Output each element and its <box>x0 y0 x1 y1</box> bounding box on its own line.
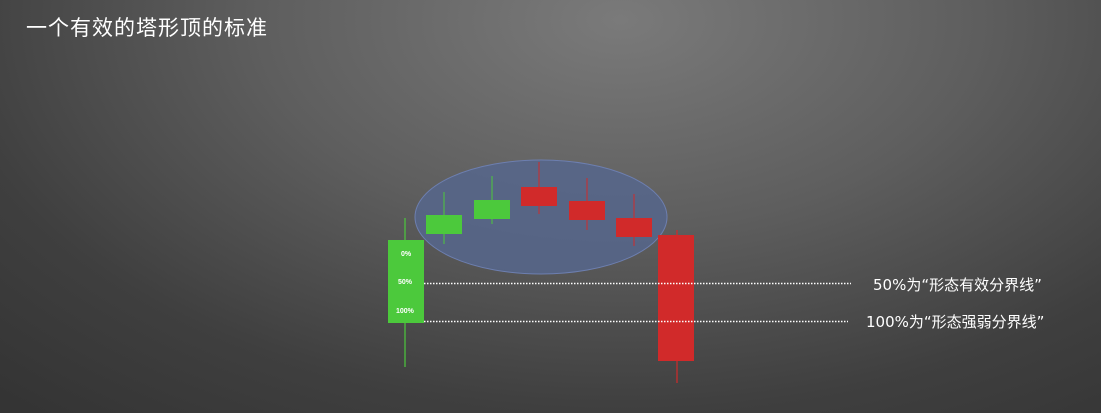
small-red-candle-2-body <box>569 201 605 220</box>
small-red-candle-3 <box>616 194 652 246</box>
big-red-candle-body <box>658 235 694 361</box>
big-red-candle <box>658 230 694 383</box>
small-red-candle-3-body <box>616 218 652 237</box>
level-label-0: 0% <box>401 251 412 258</box>
level-label-100: 100% <box>396 308 415 315</box>
small-green-candle-2 <box>474 176 510 224</box>
small-green-candle-1 <box>426 192 462 244</box>
level-label-50: 50% <box>398 279 413 286</box>
small-red-candle-2 <box>569 178 605 230</box>
small-red-candle-1-body <box>521 187 557 206</box>
effective-boundary-label: 50%为“形态有效分界线” <box>873 276 1042 294</box>
small-green-candle-1-body <box>426 215 462 234</box>
big-green-candle-body <box>388 240 424 323</box>
page-title: 一个有效的塔形顶的标准 <box>26 16 268 40</box>
strength-boundary-label: 100%为“形态强弱分界线” <box>866 313 1044 331</box>
top-highlight-ellipse <box>414 159 668 275</box>
small-green-candle-2-body <box>474 200 510 219</box>
big-green-candle: 0% 50% 100% <box>388 218 424 367</box>
small-red-candle-1 <box>521 162 557 214</box>
